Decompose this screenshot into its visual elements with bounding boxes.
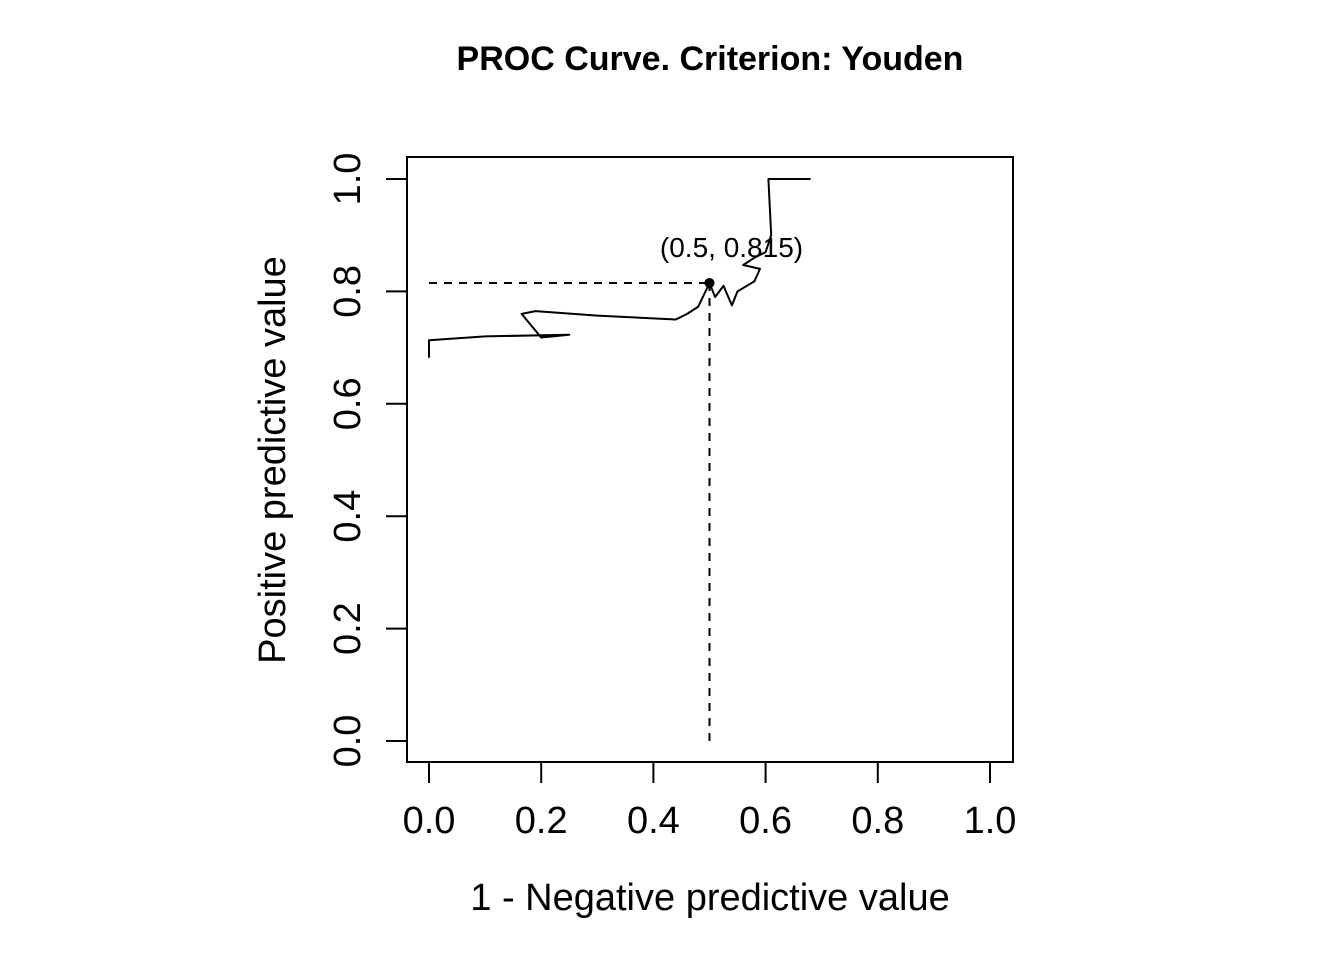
optimal-point-dot xyxy=(704,277,715,288)
y-axis-label: Positive predictive value xyxy=(252,256,294,664)
x-tick-label: 0.0 xyxy=(403,800,456,842)
y-axis: 0.0 0.2 0.4 0.6 0.8 1.0 xyxy=(327,153,408,768)
y-tick-label: 1.0 xyxy=(327,153,369,206)
x-tick-label: 0.8 xyxy=(851,800,904,842)
x-tick-label: 1.0 xyxy=(964,800,1017,842)
optimal-point: (0.5, 0.815) xyxy=(660,232,803,288)
chart-title: PROC Curve. Criterion: Youden xyxy=(457,40,964,78)
y-tick-label: 0.8 xyxy=(327,265,369,318)
x-axis-label: 1 - Negative predictive value xyxy=(470,877,949,919)
x-tick-label: 0.2 xyxy=(515,800,568,842)
proc-curve-line xyxy=(428,178,811,358)
y-tick-label: 0.6 xyxy=(327,377,369,430)
x-tick-label: 0.4 xyxy=(627,800,680,842)
optimal-point-label: (0.5, 0.815) xyxy=(660,232,803,263)
y-tick-label: 0.0 xyxy=(327,715,369,768)
x-tick-label: 0.6 xyxy=(739,800,792,842)
optimal-point-guides xyxy=(429,281,711,741)
proc-curve xyxy=(428,178,811,358)
x-axis: 0.0 0.2 0.4 0.6 0.8 1.0 xyxy=(403,761,1017,842)
y-tick-label: 0.2 xyxy=(327,602,369,655)
y-tick-label: 0.4 xyxy=(327,490,369,543)
